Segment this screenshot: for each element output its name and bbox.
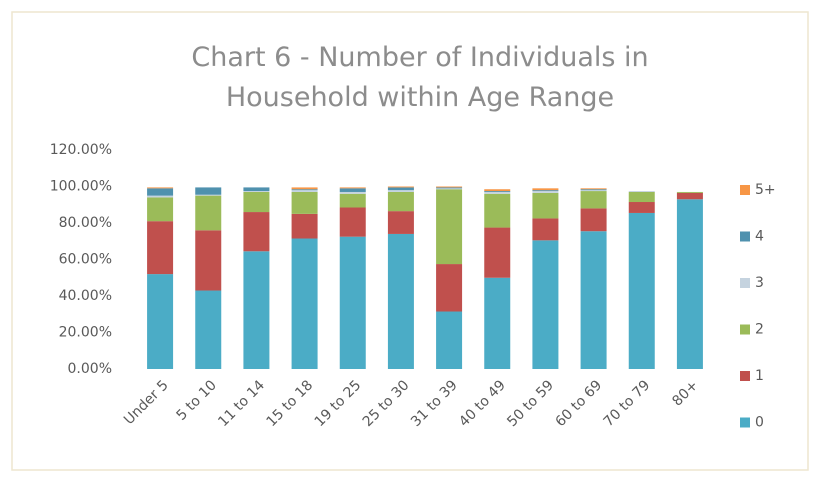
bar-segment bbox=[676, 192, 703, 200]
legend-swatch bbox=[740, 231, 750, 242]
bar-segment bbox=[339, 193, 366, 208]
bar-segment bbox=[484, 227, 511, 278]
bar-segment bbox=[387, 191, 414, 212]
y-tick-label: 40.00% bbox=[59, 288, 112, 304]
legend-swatch bbox=[740, 371, 750, 381]
legend-label: 2 bbox=[755, 322, 764, 338]
bar-segment bbox=[147, 197, 174, 222]
y-tick-label: 120.00% bbox=[50, 142, 112, 158]
legend-swatch bbox=[740, 185, 750, 195]
bar-segment bbox=[243, 191, 270, 213]
bar-segment bbox=[339, 188, 366, 192]
bar-segment bbox=[339, 191, 366, 194]
bar-segment bbox=[195, 230, 222, 291]
bar-segment bbox=[676, 199, 703, 369]
legend-label: 5+ bbox=[755, 182, 776, 198]
y-tick-label: 80.00% bbox=[59, 215, 112, 231]
legend-label: 4 bbox=[755, 229, 764, 245]
legend-label: 0 bbox=[755, 415, 764, 431]
bar-segment bbox=[580, 191, 607, 209]
y-tick-label: 60.00% bbox=[59, 252, 112, 268]
bar-segment bbox=[580, 189, 607, 191]
bar-segment bbox=[387, 190, 414, 192]
bar-segment bbox=[580, 208, 607, 232]
bar-segment bbox=[628, 191, 655, 192]
legend-label: 1 bbox=[755, 368, 764, 384]
bar-segment bbox=[484, 191, 511, 192]
bar-segment bbox=[484, 277, 511, 369]
bar-segment bbox=[484, 191, 511, 194]
bar-segment bbox=[532, 191, 559, 193]
bar-segment bbox=[339, 207, 366, 237]
bar-segment bbox=[436, 187, 463, 189]
bar-segment bbox=[195, 195, 222, 231]
bar-segment bbox=[291, 187, 318, 190]
y-tick-label: 0.00% bbox=[68, 361, 112, 377]
legend-swatch bbox=[740, 278, 750, 288]
y-tick-label: 20.00% bbox=[59, 325, 112, 341]
bar-segment bbox=[436, 311, 463, 369]
bar-segment bbox=[628, 202, 655, 213]
bar-segment bbox=[628, 191, 655, 203]
bar-segment bbox=[532, 190, 559, 192]
bar-segment bbox=[387, 187, 414, 191]
bar-segment bbox=[243, 251, 270, 369]
bar-segment bbox=[628, 212, 655, 369]
bar-segment bbox=[291, 189, 318, 191]
bar-segment bbox=[195, 290, 222, 369]
chart-title: Chart 6 - Number of Individuals in House… bbox=[191, 42, 649, 113]
bar-segment bbox=[195, 187, 222, 195]
bar-segment bbox=[387, 233, 414, 369]
bar-segment bbox=[436, 186, 463, 188]
bar-segment bbox=[147, 274, 174, 369]
bar-segment bbox=[580, 231, 607, 369]
bar-segment bbox=[243, 187, 270, 192]
bar-segment bbox=[532, 218, 559, 241]
legend-swatch bbox=[740, 417, 750, 428]
legend-label: 3 bbox=[755, 275, 764, 291]
bar-segment bbox=[532, 240, 559, 369]
bar-segment bbox=[291, 238, 318, 369]
bar-segment bbox=[147, 187, 174, 189]
bar-segment bbox=[147, 188, 174, 196]
bar-segment bbox=[291, 191, 318, 214]
bar-segment bbox=[532, 188, 559, 191]
bar-segment bbox=[387, 211, 414, 234]
bar-segment bbox=[484, 189, 511, 192]
bar-segment bbox=[339, 187, 366, 189]
bar-segment bbox=[436, 189, 463, 265]
bar-segment bbox=[147, 195, 174, 198]
bar-segment bbox=[291, 190, 318, 192]
bar-segment bbox=[147, 221, 174, 275]
bar-segment bbox=[580, 190, 607, 192]
bar-segment bbox=[484, 193, 511, 228]
bar-segment bbox=[291, 213, 318, 239]
bar-segment bbox=[243, 212, 270, 252]
bar-segment bbox=[195, 194, 222, 196]
bar-segment bbox=[676, 191, 703, 193]
bar-segment bbox=[387, 186, 414, 188]
bar-segment bbox=[580, 188, 607, 190]
bar-segment bbox=[436, 264, 463, 312]
bar-segment bbox=[532, 192, 559, 219]
bar-segment bbox=[243, 191, 270, 192]
y-tick-label: 100.00% bbox=[50, 179, 112, 195]
bar-segment bbox=[436, 188, 463, 190]
bar-segment bbox=[339, 236, 366, 369]
legend-swatch bbox=[740, 324, 750, 335]
